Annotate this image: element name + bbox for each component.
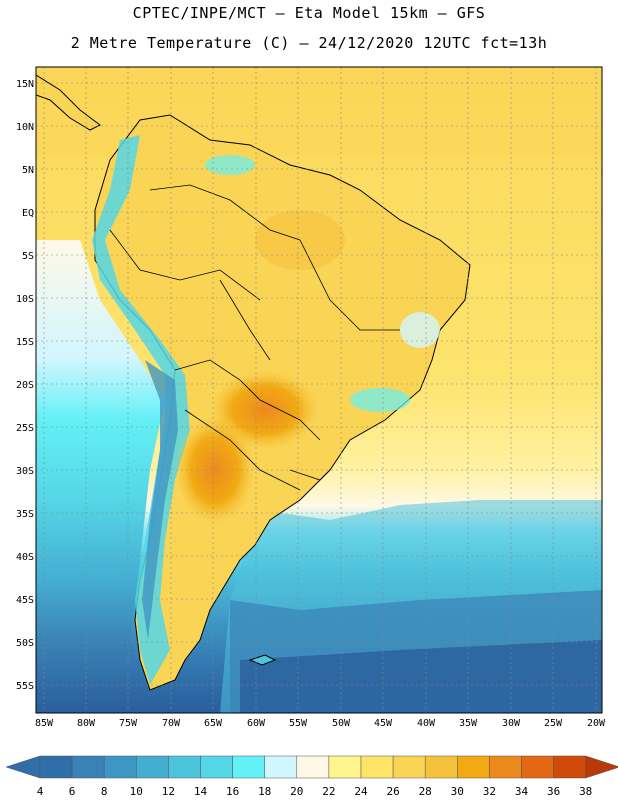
map-frame	[35, 66, 603, 714]
colorbar-swatch	[136, 755, 169, 779]
lon-label: 75W	[119, 718, 138, 729]
lat-label: 5N	[22, 165, 34, 176]
lon-label: 50W	[332, 718, 351, 729]
colorbar-label: 12	[162, 785, 175, 798]
colorbar-label: 26	[386, 785, 399, 798]
colorbar-label: 6	[69, 785, 76, 798]
country-borders	[109, 184, 400, 491]
lat-label: EQ	[22, 208, 34, 219]
colorbar-label: 10	[130, 785, 143, 798]
lon-label: 80W	[77, 718, 96, 729]
lat-label: 50S	[16, 638, 34, 649]
lat-label: 40S	[16, 552, 34, 563]
temperature-colorbar: 4 6 8 10 12 14 16 18 20 22 24 26 28 30 32 34 36 38	[5, 755, 618, 798]
colorbar-swatch	[168, 755, 201, 779]
colorbar-label: 34	[515, 785, 529, 798]
colorbar-swatch	[200, 755, 233, 779]
lat-label: 35S	[16, 509, 34, 520]
colorbar-swatch	[328, 755, 362, 779]
map-title: CPTEC/INPE/MCT – Eta Model 15km – GFS	[132, 4, 486, 22]
lon-label: 65W	[204, 718, 223, 729]
colorbar-min-arrow	[5, 755, 41, 779]
lat-label: 15N	[16, 79, 34, 90]
colorbar-label: 38	[579, 785, 592, 798]
colorbar-swatch	[71, 755, 105, 779]
lon-label: 45W	[374, 718, 393, 729]
lat-label: 10N	[16, 122, 34, 133]
lon-label: 55W	[289, 718, 308, 729]
lat-label: 5S	[22, 251, 34, 262]
colorbar-label: 28	[419, 785, 432, 798]
lat-label: 25S	[16, 423, 34, 434]
colorbar-label: 32	[483, 785, 496, 798]
lat-label: 20S	[16, 380, 34, 391]
colorbar-label: 8	[101, 785, 108, 798]
colorbar-swatch	[39, 755, 73, 779]
colorbar-swatch	[424, 755, 458, 779]
andes-high-altitude-strip	[142, 360, 178, 640]
colorbar-swatch	[457, 755, 490, 779]
colorbar-swatch	[521, 755, 554, 779]
map-subtitle: 2 Metre Temperature (C) – 24/12/2020 12U…	[70, 34, 548, 52]
guiana-highlands-cool-patch	[205, 155, 255, 175]
colorbar-label: 24	[354, 785, 368, 798]
pacific-ocean-field	[36, 240, 165, 713]
central-america-landmass	[36, 74, 101, 131]
colorbar-max-arrow	[585, 755, 618, 779]
colorbar-swatch	[232, 755, 265, 779]
lat-label: 55S	[16, 681, 34, 692]
colorbar-label: 22	[322, 785, 335, 798]
map-field	[36, 67, 602, 713]
longitude-axis: 85W 80W 75W 70W 65W 60W 55W 50W 45W 40W …	[35, 718, 606, 729]
colorbar-label: 36	[547, 785, 560, 798]
colorbar-swatch	[360, 755, 394, 779]
latitude-axis: 15N 10N 5N EQ 5S 10S 15S 20S 25S 30S 35S…	[16, 79, 34, 692]
colorbar-swatch	[296, 755, 330, 779]
polar-waters-band	[240, 640, 602, 713]
lon-label: 40W	[417, 718, 436, 729]
lat-label: 45S	[16, 595, 34, 606]
colorbar-label: 30	[451, 785, 464, 798]
lon-label: 20W	[587, 718, 606, 729]
colorbar-label: 14	[194, 785, 208, 798]
colorbar-label: 20	[290, 785, 303, 798]
colorbar-label: 4	[37, 785, 44, 798]
lon-label: 25W	[544, 718, 563, 729]
colorbar-swatch	[392, 755, 426, 779]
colorbar-label: 18	[258, 785, 271, 798]
lat-label: 10S	[16, 294, 34, 305]
colorbar-swatch	[264, 755, 298, 779]
lon-label: 70W	[162, 718, 181, 729]
northwest-argentina-hot-spot	[175, 415, 255, 525]
lat-label: 30S	[16, 466, 34, 477]
lon-label: 85W	[35, 718, 54, 729]
lon-label: 30W	[502, 718, 521, 729]
lat-lon-grid	[36, 67, 602, 713]
lat-label: 15S	[16, 337, 34, 348]
bahia-cool-patch	[400, 312, 440, 348]
colorbar-swatch	[489, 755, 522, 779]
colorbar-swatch	[103, 755, 137, 779]
colorbar-swatch	[553, 755, 586, 779]
lon-label: 35W	[459, 718, 478, 729]
southeast-brazil-cool-patch	[350, 388, 410, 412]
colorbar-label: 16	[226, 785, 239, 798]
lon-label: 60W	[247, 718, 266, 729]
